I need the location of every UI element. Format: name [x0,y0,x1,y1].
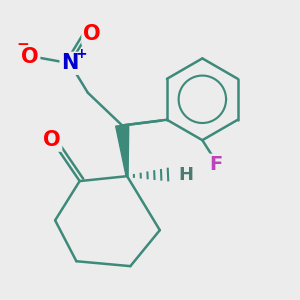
Text: O: O [21,47,39,67]
Text: O: O [43,130,61,150]
Polygon shape [116,125,129,176]
Text: F: F [209,155,222,174]
Text: −: − [16,37,29,52]
Text: H: H [178,166,194,184]
Text: +: + [76,47,87,61]
Text: O: O [83,24,100,44]
Text: N: N [61,53,79,73]
